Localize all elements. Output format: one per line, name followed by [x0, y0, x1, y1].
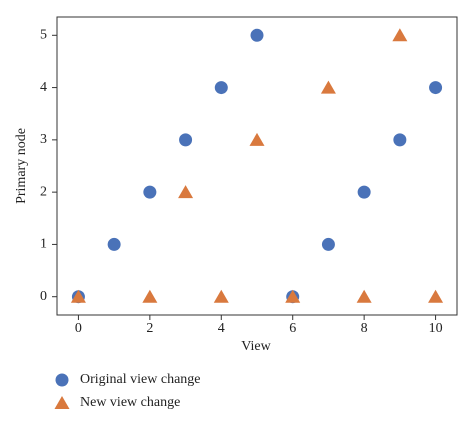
legend-marker [55, 373, 69, 387]
legend-label: Original view change [80, 372, 201, 387]
circle-marker [429, 81, 443, 95]
triangle-marker [142, 289, 158, 303]
circle-marker [179, 133, 193, 147]
triangle-marker [392, 28, 408, 42]
circle-marker [107, 237, 121, 251]
y-tick-label: 5 [40, 28, 47, 43]
circle-marker [214, 81, 228, 95]
triangle-marker [213, 289, 229, 303]
y-tick-label: 4 [40, 80, 47, 95]
x-tick-label: 10 [429, 321, 443, 336]
triangle-marker [356, 289, 372, 303]
circle-marker [321, 237, 335, 251]
x-tick-label: 0 [75, 321, 82, 336]
y-tick-label: 3 [40, 132, 47, 147]
triangle-marker [249, 132, 265, 146]
x-tick-label: 8 [361, 321, 368, 336]
triangle-marker [285, 289, 301, 303]
x-tick-label: 6 [289, 321, 296, 336]
triangle-marker [428, 289, 444, 303]
x-axis-label: View [241, 339, 271, 354]
y-tick-label: 1 [40, 237, 47, 252]
circle-marker [393, 133, 407, 147]
plot-frame [56, 16, 458, 316]
y-tick-label: 2 [40, 184, 47, 199]
x-tick-label: 2 [146, 321, 153, 336]
circle-marker [143, 185, 157, 199]
y-tick-label: 0 [40, 289, 47, 304]
circle-marker [357, 185, 371, 199]
triangle-marker [320, 80, 336, 94]
triangle-marker [70, 289, 86, 303]
legend-marker [54, 396, 70, 409]
y-axis-label: Primary node [14, 128, 29, 204]
x-tick-label: 4 [218, 321, 225, 336]
triangle-marker [178, 185, 194, 199]
circle-marker [250, 28, 264, 42]
legend-label: New view change [80, 395, 180, 410]
